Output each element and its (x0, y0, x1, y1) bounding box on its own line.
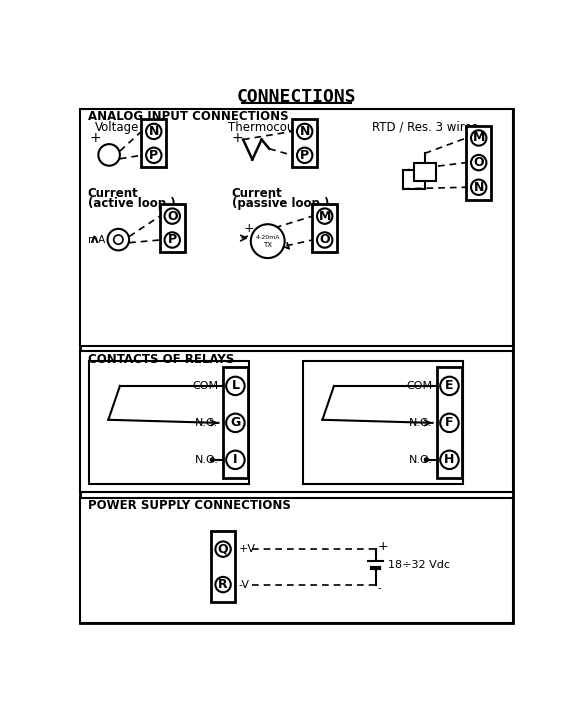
Text: Current: Current (87, 187, 138, 200)
Circle shape (165, 209, 180, 224)
Bar (80, 498, 513, 623)
Circle shape (251, 224, 285, 258)
Bar (303, 361, 464, 484)
Circle shape (98, 144, 120, 165)
Circle shape (440, 377, 459, 395)
Text: R: R (218, 578, 228, 591)
Text: H: H (444, 453, 455, 467)
Text: CONNECTIONS: CONNECTIONS (236, 88, 356, 106)
Circle shape (226, 414, 244, 432)
Text: +V: +V (239, 544, 255, 554)
Text: Current: Current (232, 187, 282, 200)
Text: mA: mA (87, 235, 105, 245)
Circle shape (440, 414, 459, 432)
Circle shape (210, 458, 214, 462)
Text: (passive loop ): (passive loop ) (232, 197, 329, 210)
Bar (89, 361, 249, 484)
Circle shape (146, 124, 161, 139)
Text: Q: Q (218, 543, 228, 556)
Text: 4-20mA: 4-20mA (255, 235, 280, 240)
Circle shape (471, 130, 487, 146)
Text: I: I (233, 453, 238, 467)
Circle shape (114, 235, 123, 244)
Text: N.C.: N.C. (409, 418, 432, 428)
Text: P: P (300, 148, 309, 162)
Circle shape (317, 233, 332, 247)
Text: -V: -V (239, 580, 250, 590)
Text: O: O (320, 233, 330, 247)
Circle shape (108, 229, 129, 250)
Text: (active loop ): (active loop ) (87, 197, 175, 210)
Circle shape (424, 458, 428, 462)
Text: POWER SUPPLY CONNECTIONS: POWER SUPPLY CONNECTIONS (87, 498, 290, 512)
Circle shape (216, 542, 231, 557)
Text: L: L (231, 380, 239, 392)
Bar (80, 109, 513, 346)
Bar (142, 119, 166, 168)
Text: O: O (473, 156, 484, 169)
Text: M: M (473, 132, 485, 144)
Text: +: + (232, 131, 243, 145)
Text: COM: COM (192, 381, 218, 391)
Text: N: N (299, 125, 310, 138)
Bar (80, 351, 513, 492)
Text: Voltage: Voltage (95, 121, 140, 134)
Text: TX: TX (263, 242, 272, 248)
Bar (466, 126, 491, 199)
Circle shape (226, 377, 244, 395)
Bar (312, 204, 337, 252)
Bar (160, 204, 184, 252)
Circle shape (146, 148, 161, 163)
Text: N.O.: N.O. (195, 455, 218, 464)
Text: N.C.: N.C. (195, 418, 218, 428)
Text: 18÷32 Vdc: 18÷32 Vdc (388, 559, 450, 570)
Text: N: N (149, 125, 159, 138)
Text: +: + (90, 131, 101, 145)
Bar (414, 163, 436, 181)
Circle shape (471, 155, 487, 170)
Text: O: O (167, 209, 177, 223)
Circle shape (226, 450, 244, 469)
Bar (437, 368, 462, 479)
Text: P: P (168, 233, 177, 247)
Text: M: M (318, 209, 331, 223)
Circle shape (216, 577, 231, 592)
Text: ANALOG INPUT CONNECTIONS: ANALOG INPUT CONNECTIONS (87, 110, 288, 123)
Text: RTD / Res. 3 wires: RTD / Res. 3 wires (372, 121, 479, 134)
Text: G: G (230, 416, 240, 429)
Text: Thermocouple: Thermocouple (228, 121, 312, 134)
Circle shape (165, 233, 180, 247)
Text: E: E (445, 380, 454, 392)
Circle shape (297, 124, 312, 139)
Text: -: - (378, 583, 381, 592)
Circle shape (317, 209, 332, 224)
Text: COM: COM (406, 381, 432, 391)
Circle shape (297, 148, 312, 163)
Text: +: + (244, 221, 254, 235)
Bar (223, 368, 248, 479)
Circle shape (471, 180, 487, 195)
Text: N.O.: N.O. (409, 455, 432, 464)
Bar (292, 119, 317, 168)
Text: +: + (378, 539, 388, 553)
Circle shape (440, 450, 459, 469)
Text: P: P (149, 148, 158, 162)
Bar (211, 532, 235, 602)
Text: F: F (445, 416, 454, 429)
Text: CONTACTS OF RELAYS: CONTACTS OF RELAYS (87, 354, 234, 366)
Text: N: N (473, 181, 484, 194)
